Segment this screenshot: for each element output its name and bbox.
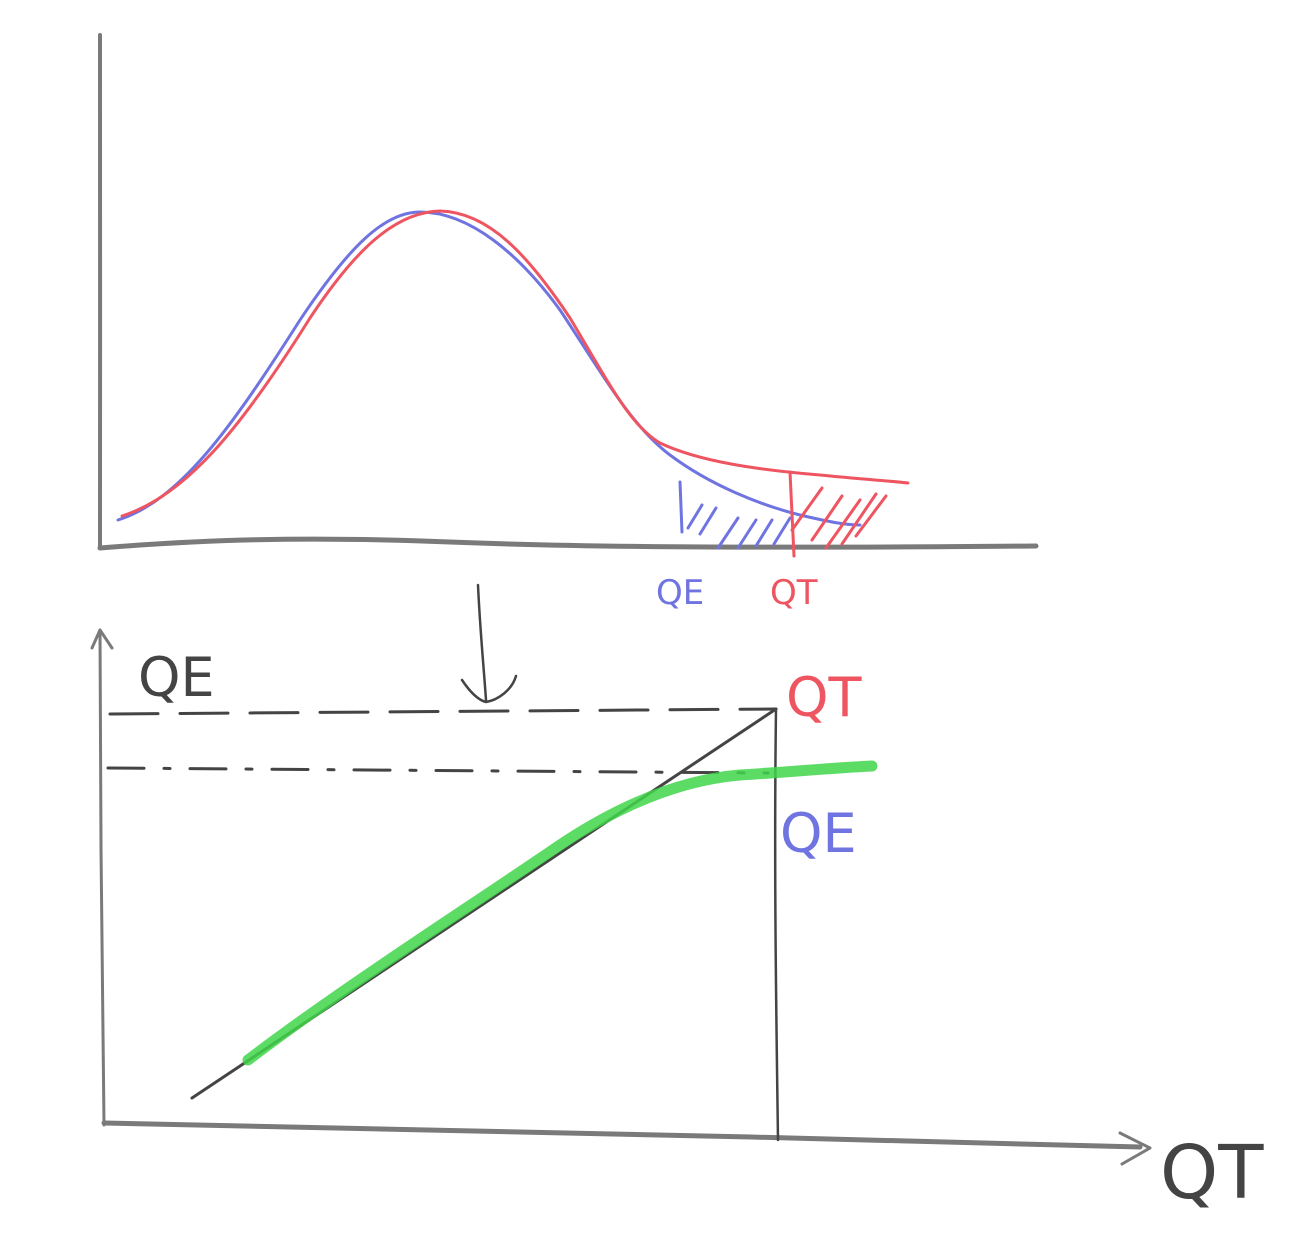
green-measured-curve <box>242 760 878 1066</box>
top-x-axis <box>97 536 1039 551</box>
top-distribution-plot: QE QT <box>97 33 1039 613</box>
red-tail-hatching <box>788 470 888 558</box>
top-y-axis <box>97 33 103 550</box>
bottom-qt-label: QT <box>786 666 863 729</box>
bottom-x-axis <box>101 1120 1143 1150</box>
bottom-qe-vs-qt-plot: QE QT QT QE <box>90 628 1264 1216</box>
top-qe-label: QE <box>656 573 704 613</box>
blue-tail-hatching <box>678 480 792 550</box>
qt-level-dashed-line <box>108 707 778 716</box>
bottom-y-arrow <box>90 628 114 650</box>
red-distribution-curve <box>120 209 910 518</box>
bottom-x-axis-label: QT <box>1160 1130 1264 1216</box>
bottom-y-axis-label: QE <box>138 646 215 709</box>
down-arrow <box>460 583 518 704</box>
blue-distribution-curve <box>116 210 862 527</box>
bottom-qe-label: QE <box>780 802 857 865</box>
qe-level-dashed-line <box>106 766 770 775</box>
top-qt-label: QT <box>770 573 818 613</box>
bottom-y-axis <box>98 628 106 1127</box>
bottom-x-arrow <box>1118 1131 1152 1166</box>
